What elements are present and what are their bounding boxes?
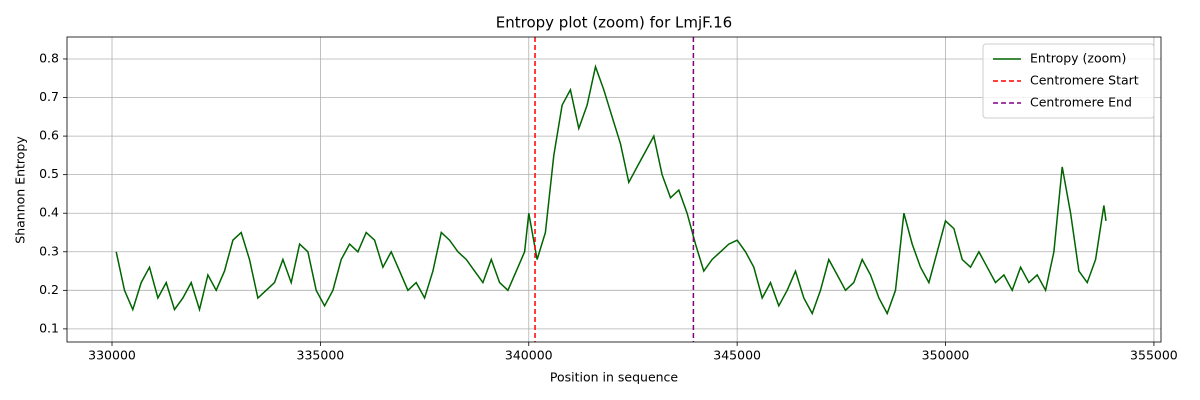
- y-tick-label: 0.4: [39, 205, 59, 220]
- legend-label: Centromere End: [1030, 95, 1132, 110]
- y-tick-label: 0.6: [39, 128, 59, 143]
- legend-box: [982, 43, 1155, 119]
- y-tick-label: 0.7: [39, 89, 59, 104]
- y-tick-label: 0.1: [39, 320, 59, 335]
- x-tick-label: 355000: [1130, 348, 1178, 363]
- y-tick-label: 0.2: [39, 282, 59, 297]
- chart-title: Entropy plot (zoom) for LmjF.16: [496, 14, 732, 32]
- legend-label: Centromere Start: [1030, 73, 1139, 88]
- y-tick-label: 0.3: [39, 243, 59, 258]
- x-tick-label: 340000: [505, 348, 553, 363]
- x-tick-label: 345000: [713, 348, 761, 363]
- y-tick-label: 0.8: [39, 50, 59, 65]
- x-axis-label: Position in sequence: [550, 370, 679, 385]
- x-tick-label: 350000: [922, 348, 970, 363]
- plot-frame: [66, 36, 1162, 343]
- legend-label: Entropy (zoom): [1030, 51, 1126, 66]
- x-tick-label: 330000: [88, 348, 136, 363]
- y-tick-label: 0.5: [39, 166, 59, 181]
- legend: Entropy (zoom) Centromere Start Centromere…: [982, 43, 1155, 119]
- data-line: [115, 63, 1107, 316]
- y-axis-label: Shannon Entropy: [13, 136, 28, 244]
- x-tick-label: 335000: [297, 348, 345, 363]
